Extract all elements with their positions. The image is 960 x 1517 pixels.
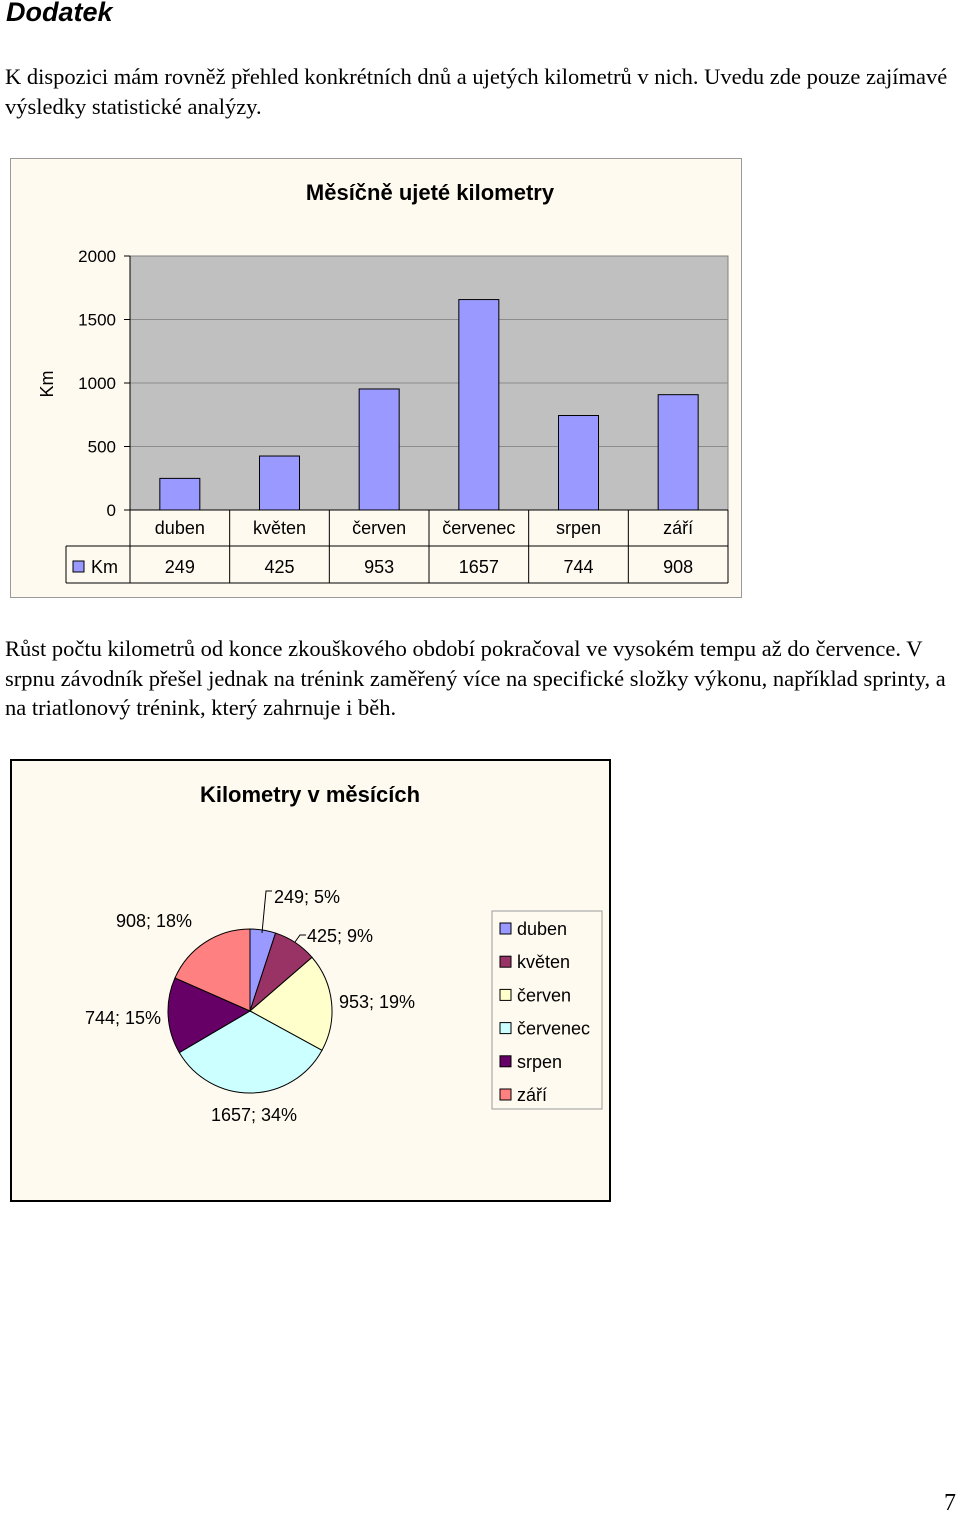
- analysis-paragraph: Růst počtu kilometrů od konce zkouškovéh…: [5, 636, 946, 720]
- page-heading: Dodatek: [6, 0, 113, 27]
- category-label: září: [663, 518, 693, 538]
- category-label: duben: [155, 518, 205, 538]
- legend-swatch: [499, 1022, 512, 1035]
- legend-swatch: [499, 1055, 512, 1068]
- y-tick-label: 0: [107, 501, 116, 520]
- legend-swatch: [499, 955, 512, 968]
- pie-chart-svg: Kilometry v měsících 249; 5% 425; 9% 953; 1…: [85, 782, 603, 1125]
- pie-data-label: 1657; 34%: [211, 1105, 297, 1125]
- bar: [657, 394, 699, 511]
- data-table-series-name: Km: [91, 557, 118, 577]
- chart-title: Měsíčně ujeté kilometry: [306, 180, 555, 205]
- pie-chart: Kilometry v měsících 249; 5% 425; 9% 953; 1…: [10, 759, 611, 1202]
- pie-data-label: 953; 19%: [339, 992, 415, 1012]
- legend-swatch: [499, 922, 512, 935]
- legend-label: květen: [517, 952, 570, 972]
- y-axis-label: Km: [37, 371, 57, 398]
- bar-chart-svg: Měsíčně ujeté kilometry 0 500 1000 1500 2000 K…: [37, 180, 729, 584]
- chart-title: Kilometry v měsících: [200, 782, 420, 807]
- category-label: srpen: [556, 518, 601, 538]
- data-table-value: 249: [165, 557, 195, 577]
- intro-paragraph: K dispozici mám rovněž přehled konkrétní…: [5, 64, 948, 119]
- pie-data-label: 908; 18%: [116, 911, 192, 931]
- pie-slice: [178, 1010, 323, 1094]
- bar: [259, 455, 300, 511]
- leader-line: [261, 890, 272, 934]
- legend-label: září: [517, 1085, 547, 1105]
- pie-slice: [174, 928, 251, 1012]
- legend-swatch: [499, 1088, 512, 1101]
- category-label: červen: [352, 518, 406, 538]
- data-table-value: 953: [364, 557, 394, 577]
- data-table-value: 744: [563, 557, 593, 577]
- pie-slice: [249, 956, 333, 1052]
- bar-chart: Měsíčně ujeté kilometry 0 500 1000 1500 2000 K…: [10, 158, 742, 598]
- legend-label: červenec: [517, 1019, 590, 1039]
- y-tick-label: 2000: [78, 247, 116, 266]
- pie-data-label: 425; 9%: [307, 926, 373, 946]
- data-table-value: 425: [264, 557, 294, 577]
- leader-line: [294, 934, 306, 943]
- legend-key-icon: [72, 560, 85, 573]
- bar: [458, 299, 500, 511]
- bar: [358, 388, 400, 511]
- category-label: červenec: [442, 518, 515, 538]
- page-number: 7: [944, 1490, 956, 1516]
- data-table-value: 908: [663, 557, 693, 577]
- category-label: květen: [253, 518, 306, 538]
- pie-data-label: 744; 15%: [85, 1008, 161, 1028]
- legend-swatch: [499, 988, 512, 1001]
- y-tick-label: 1500: [78, 311, 116, 330]
- y-tick-label: 500: [88, 438, 116, 457]
- pie-data-label: 249; 5%: [274, 887, 340, 907]
- pie-slice: [167, 977, 252, 1054]
- bar: [159, 477, 201, 511]
- legend-label: červen: [517, 985, 571, 1005]
- legend-label: srpen: [517, 1052, 562, 1072]
- legend-box: [491, 910, 603, 1110]
- bar: [558, 415, 599, 511]
- legend-label: duben: [517, 919, 567, 939]
- y-tick-label: 1000: [78, 374, 116, 393]
- data-table-value: 1657: [459, 557, 499, 577]
